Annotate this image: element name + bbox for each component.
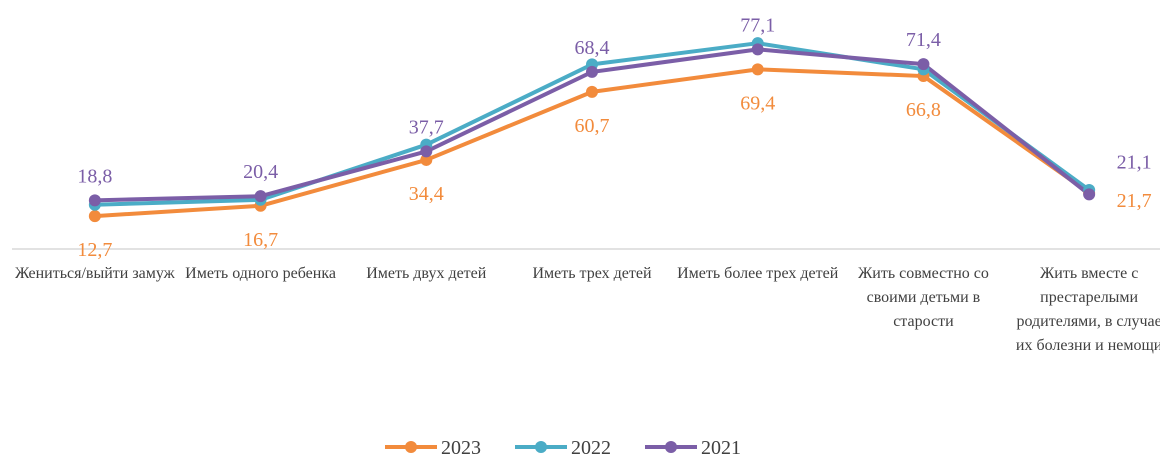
x-tick-label: Иметь одного ребенка	[185, 265, 336, 282]
point	[586, 65, 598, 78]
x-tick-label: Жить вместе с престарелыми родителями, в…	[1015, 265, 1160, 354]
point	[751, 63, 764, 76]
point	[917, 58, 930, 71]
data-label: 66,8	[906, 99, 941, 121]
legend-marker	[405, 441, 417, 453]
point	[420, 145, 433, 158]
x-tick-label: Иметь трех детей	[532, 265, 652, 282]
data-label: 34,4	[409, 183, 444, 205]
data-label: 21,7	[1117, 190, 1152, 212]
legend-label: 2022	[571, 437, 611, 459]
data-label: 21,1	[1117, 151, 1152, 173]
data-label: 37,7	[409, 116, 444, 138]
legend-marker	[665, 441, 677, 453]
data-label: 20,4	[243, 161, 278, 183]
x-tick-label: Жениться/выйти замуж	[14, 265, 175, 282]
point	[88, 210, 101, 223]
data-label: 12,7	[77, 239, 112, 261]
legend-label: 2021	[701, 437, 741, 459]
x-tick-label: Жить совместно со своими детьми в старос…	[857, 265, 989, 330]
legend-marker	[535, 441, 547, 453]
point	[1083, 188, 1096, 201]
point	[88, 194, 101, 207]
data-label: 71,4	[906, 29, 941, 51]
point	[586, 85, 598, 98]
data-label: 69,4	[740, 92, 775, 114]
data-label: 77,1	[740, 14, 775, 36]
x-tick-label: Иметь более трех детей	[677, 265, 839, 282]
point	[751, 43, 764, 56]
data-label: 18,8	[77, 165, 112, 187]
point	[420, 153, 433, 166]
data-label: 68,4	[575, 37, 610, 59]
point	[254, 190, 267, 203]
legend-label: 2023	[441, 437, 481, 459]
data-label: 16,7	[243, 229, 278, 251]
data-label: 60,7	[575, 115, 610, 137]
x-tick-label: Иметь двух детей	[366, 265, 487, 282]
